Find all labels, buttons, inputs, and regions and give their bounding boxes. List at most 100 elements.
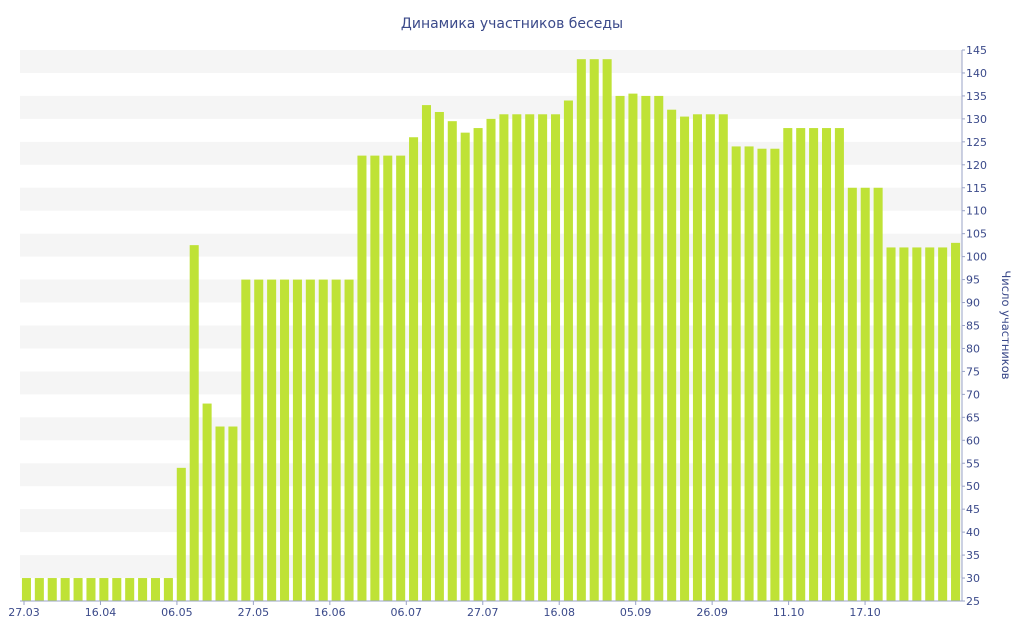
bar bbox=[731, 146, 741, 602]
bar bbox=[434, 111, 444, 602]
y-tick-label: 100 bbox=[966, 251, 987, 264]
bar bbox=[692, 114, 702, 602]
y-tick-label: 45 bbox=[966, 503, 980, 516]
y-tick-label: 55 bbox=[966, 457, 980, 470]
bar bbox=[667, 109, 677, 602]
bar bbox=[331, 279, 341, 601]
bar bbox=[847, 187, 857, 601]
y-tick-label: 65 bbox=[966, 411, 980, 424]
bar bbox=[718, 114, 728, 602]
bar bbox=[744, 146, 754, 602]
bar bbox=[370, 155, 380, 601]
bar bbox=[641, 95, 651, 602]
x-tick-label: 27.05 bbox=[238, 606, 270, 619]
bar bbox=[809, 128, 819, 601]
bar bbox=[525, 114, 535, 602]
bar bbox=[280, 279, 290, 601]
bar bbox=[589, 59, 599, 601]
x-tick-labels: 27.03 16.04 06.05 27.05 16.06 06.07 27.07 16.08… bbox=[8, 601, 881, 619]
bar bbox=[344, 279, 354, 601]
x-tick-label: 06.05 bbox=[161, 606, 193, 619]
bar bbox=[421, 105, 431, 601]
y-tick-label: 85 bbox=[966, 320, 980, 333]
x-tick-label: 27.03 bbox=[8, 606, 40, 619]
bar bbox=[925, 247, 935, 602]
bar bbox=[47, 578, 57, 601]
y-tick-label: 125 bbox=[966, 136, 987, 149]
bar bbox=[538, 114, 548, 602]
bar bbox=[215, 426, 225, 601]
bar bbox=[447, 121, 457, 601]
y-tick-label: 95 bbox=[966, 274, 980, 287]
x-tick-label: 11.10 bbox=[773, 606, 805, 619]
bar bbox=[499, 114, 509, 602]
y-tick-label: 70 bbox=[966, 388, 980, 401]
x-tick-label: 16.06 bbox=[314, 606, 346, 619]
bar bbox=[912, 247, 922, 602]
bar bbox=[86, 578, 96, 601]
bar bbox=[254, 279, 264, 601]
bar bbox=[318, 279, 328, 601]
bar bbox=[705, 114, 715, 602]
y-tick-label: 25 bbox=[966, 595, 980, 608]
x-tick-label: 16.08 bbox=[543, 606, 575, 619]
bar bbox=[202, 403, 212, 601]
bar bbox=[292, 279, 302, 601]
bar bbox=[228, 426, 238, 601]
bar bbox=[551, 114, 561, 602]
y-tick-label: 50 bbox=[966, 480, 980, 493]
bar bbox=[383, 155, 393, 601]
bar bbox=[473, 128, 483, 601]
y-tick-label: 105 bbox=[966, 228, 987, 241]
bar bbox=[138, 578, 148, 601]
y-tick-label: 90 bbox=[966, 297, 980, 310]
x-tick-label: 06.07 bbox=[391, 606, 423, 619]
y-tick-label: 30 bbox=[966, 572, 980, 585]
bar bbox=[150, 578, 161, 601]
bar bbox=[60, 578, 70, 601]
bar bbox=[460, 132, 470, 601]
y-tick-label: 140 bbox=[966, 67, 987, 80]
bar bbox=[73, 578, 83, 601]
bar bbox=[409, 137, 419, 601]
bar bbox=[899, 247, 909, 602]
bar-series bbox=[21, 59, 961, 602]
y-tick-label: 35 bbox=[966, 549, 980, 562]
x-tick-label: 17.10 bbox=[849, 606, 881, 619]
grid-band bbox=[20, 50, 962, 73]
bar bbox=[615, 95, 625, 602]
bar bbox=[821, 128, 832, 601]
bar bbox=[21, 578, 31, 601]
grid-band bbox=[20, 95, 962, 119]
y-tick-labels: 25 30 35 40 45 50 55 60 65 70 75 80 85 90 95 100 105 110 1… bbox=[962, 44, 987, 608]
bar bbox=[305, 279, 315, 601]
bar bbox=[654, 95, 664, 602]
y-tick-label: 135 bbox=[966, 90, 987, 103]
bar bbox=[770, 148, 780, 602]
bar bbox=[602, 59, 612, 601]
bar bbox=[176, 467, 186, 601]
bar bbox=[628, 93, 638, 601]
x-tick-label: 27.07 bbox=[467, 606, 499, 619]
bar bbox=[834, 128, 844, 601]
bar bbox=[951, 242, 961, 601]
bar bbox=[576, 59, 586, 601]
x-tick-label: 26.09 bbox=[696, 606, 728, 619]
bar bbox=[796, 128, 806, 601]
bar bbox=[99, 578, 109, 601]
bar bbox=[241, 279, 251, 601]
bar bbox=[783, 128, 793, 601]
y-tick-label: 75 bbox=[966, 365, 980, 378]
y-tick-label: 115 bbox=[966, 182, 987, 195]
y-axis-title: Число участников bbox=[999, 270, 1013, 379]
bar bbox=[267, 279, 277, 601]
bar bbox=[486, 118, 496, 601]
bar bbox=[396, 155, 406, 601]
x-tick-label: 16.04 bbox=[85, 606, 117, 619]
bar bbox=[563, 100, 573, 601]
bar bbox=[125, 578, 135, 601]
bar bbox=[860, 187, 870, 601]
y-tick-label: 80 bbox=[966, 342, 980, 355]
